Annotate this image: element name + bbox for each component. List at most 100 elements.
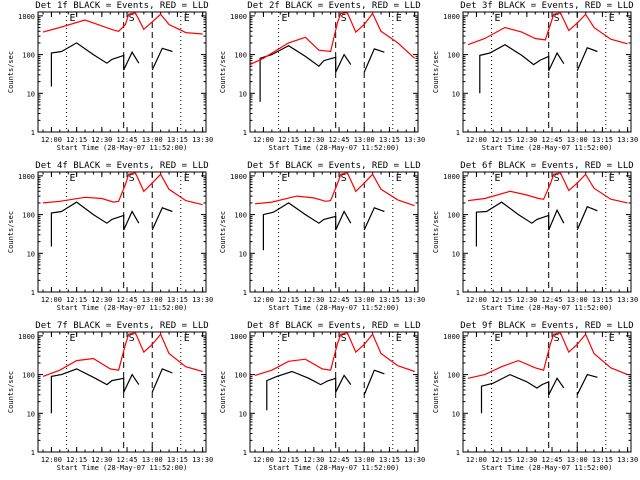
- y-tick-label: 10: [452, 250, 460, 258]
- plot-frame: [37, 331, 207, 453]
- x-tick-label: 12:15: [66, 296, 87, 304]
- x-tick-label: 13:15: [167, 456, 188, 464]
- y-tick-label: 1000: [230, 13, 247, 21]
- lld-series-line: [42, 332, 203, 377]
- x-tick-label: 13:00: [142, 296, 163, 304]
- interval-marker: E: [396, 13, 402, 24]
- lld-series-line: [467, 12, 628, 46]
- interval-marker: E: [70, 173, 76, 184]
- y-tick-label: 10: [27, 410, 35, 418]
- x-tick-label: 13:30: [617, 456, 638, 464]
- y-axis-label: Counts/sec: [7, 51, 15, 93]
- x-tick-label: 12:00: [41, 136, 62, 144]
- x-tick-label: 12:45: [542, 296, 563, 304]
- y-tick-label: 1: [456, 129, 460, 137]
- panel-title: Det 5f BLACK = Events, RED = LLD: [247, 161, 420, 171]
- x-tick-label: 12:00: [41, 296, 62, 304]
- y-axis-label: Counts/sec: [7, 211, 15, 253]
- y-tick-label: 1: [456, 289, 460, 297]
- interval-marker: S: [554, 173, 560, 184]
- lld-series-line: [254, 172, 415, 207]
- events-series-line: [50, 201, 173, 247]
- y-axis-label: Counts/sec: [432, 371, 440, 413]
- x-tick-label: 12:15: [491, 296, 512, 304]
- panel-det-4: Det 4f BLACK = Events, RED = LLD 1 10 100 10…: [7, 161, 213, 312]
- plot-frame: [249, 11, 419, 133]
- x-tick-label: 13:30: [192, 296, 213, 304]
- interval-marker: E: [184, 173, 190, 184]
- y-axis-label: Counts/sec: [219, 51, 227, 93]
- x-tick-label: 13:15: [592, 296, 613, 304]
- panel-title: Det 1f BLACK = Events, RED = LLD: [35, 1, 208, 11]
- plot-frame: [462, 11, 632, 133]
- x-tick-label: 13:00: [354, 456, 375, 464]
- y-tick-label: 10: [27, 250, 35, 258]
- interval-marker: E: [495, 333, 501, 344]
- x-tick-label: 12:00: [466, 296, 487, 304]
- events-series-line: [50, 42, 173, 87]
- x-axis-label: Start Time (28-May-07 11:52:00): [269, 144, 400, 152]
- y-tick-label: 1000: [18, 173, 35, 181]
- x-tick-label: 12:30: [516, 296, 537, 304]
- x-tick-label: 13:30: [617, 136, 638, 144]
- x-axis-label: Start Time (28-May-07 11:52:00): [269, 464, 400, 472]
- events-series-line: [480, 373, 598, 414]
- x-tick-label: 12:30: [91, 136, 112, 144]
- plot-frame: [249, 171, 419, 293]
- panel-det-7: Det 7f BLACK = Events, RED = LLD 1 10 100 10…: [7, 321, 213, 472]
- x-tick-label: 13:15: [167, 136, 188, 144]
- interval-marker: E: [184, 13, 190, 24]
- y-tick-label: 10: [27, 90, 35, 98]
- x-tick-label: 12:15: [491, 136, 512, 144]
- x-tick-label: 12:30: [303, 456, 324, 464]
- interval-marker: S: [129, 13, 135, 24]
- interval-marker: E: [396, 173, 402, 184]
- x-tick-label: 12:30: [91, 456, 112, 464]
- y-tick-label: 1000: [230, 173, 247, 181]
- y-tick-label: 100: [22, 212, 35, 220]
- interval-marker: S: [129, 173, 135, 184]
- x-tick-label: 13:00: [567, 136, 588, 144]
- y-axis-label: Counts/sec: [432, 211, 440, 253]
- interval-marker: E: [282, 13, 288, 24]
- events-series-line: [262, 202, 385, 251]
- x-tick-label: 13:30: [404, 296, 425, 304]
- x-tick-label: 12:30: [303, 296, 324, 304]
- interval-marker: E: [609, 333, 615, 344]
- x-tick-label: 13:15: [167, 296, 188, 304]
- x-tick-label: 13:15: [592, 136, 613, 144]
- y-tick-label: 100: [22, 372, 35, 380]
- y-tick-label: 100: [447, 212, 460, 220]
- x-tick-label: 12:45: [542, 136, 563, 144]
- plot-frame: [462, 331, 632, 453]
- panel-title: Det 2f BLACK = Events, RED = LLD: [247, 1, 420, 11]
- x-tick-label: 12:00: [253, 296, 274, 304]
- x-tick-label: 12:15: [278, 296, 299, 304]
- y-tick-label: 1: [456, 449, 460, 457]
- y-axis-label: Counts/sec: [7, 371, 15, 413]
- y-axis-label: Counts/sec: [432, 51, 440, 93]
- interval-marker: E: [396, 333, 402, 344]
- y-tick-label: 10: [452, 410, 460, 418]
- x-tick-label: 13:00: [567, 296, 588, 304]
- x-tick-label: 13:15: [379, 136, 400, 144]
- y-tick-label: 1: [31, 129, 35, 137]
- panel-det-1: Det 1f BLACK = Events, RED = LLD 1 10 100 10…: [7, 1, 213, 152]
- lld-series-line: [467, 172, 628, 204]
- y-axis-label: Counts/sec: [219, 371, 227, 413]
- x-tick-label: 13:30: [192, 456, 213, 464]
- panel-title: Det 6f BLACK = Events, RED = LLD: [460, 161, 633, 171]
- x-tick-label: 13:30: [404, 456, 425, 464]
- x-axis-label: Start Time (28-May-07 11:52:00): [57, 464, 188, 472]
- panel-title: Det 7f BLACK = Events, RED = LLD: [35, 321, 208, 331]
- interval-marker: S: [341, 13, 347, 24]
- y-tick-label: 1: [31, 449, 35, 457]
- y-tick-label: 1000: [18, 333, 35, 341]
- interval-marker: S: [341, 173, 347, 184]
- x-axis-label: Start Time (28-May-07 11:52:00): [482, 304, 613, 312]
- interval-marker: S: [341, 333, 347, 344]
- x-tick-label: 12:15: [66, 456, 87, 464]
- interval-marker: E: [184, 333, 190, 344]
- x-tick-label: 13:15: [379, 296, 400, 304]
